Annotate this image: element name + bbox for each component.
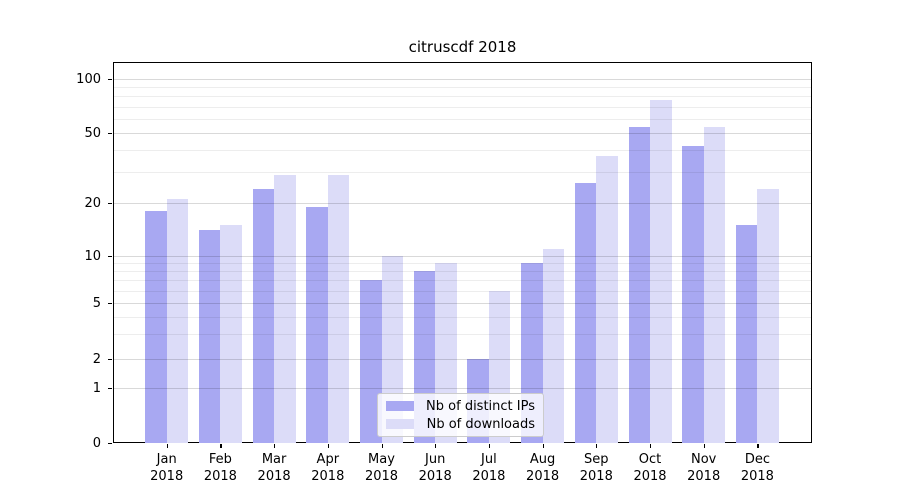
x-tick-mark (596, 444, 598, 448)
legend-item-distinct-ips: Nb of distinct IPs (386, 399, 535, 414)
gridline-major (114, 79, 811, 80)
legend-label-downloads: Nb of downloads (426, 416, 535, 432)
x-tick-year: 2018 (687, 469, 721, 484)
bar-distinct-ips-sep (574, 182, 597, 443)
x-tick-year: 2018 (418, 469, 452, 484)
x-tick-mark (274, 444, 276, 448)
x-tick-label: Jan 2018 (139, 451, 195, 485)
x-tick-label: May 2018 (354, 451, 410, 485)
x-tick-month: Apr (316, 452, 340, 467)
gridline-minor (114, 87, 811, 89)
x-tick-year: 2018 (740, 469, 774, 484)
y-tick-label: 2 (92, 351, 101, 367)
x-tick-year: 2018 (203, 469, 237, 484)
bar-distinct-ips-feb (198, 230, 221, 443)
x-tick-month: May (368, 452, 395, 467)
bar-distinct-ips-oct (628, 127, 650, 443)
x-tick-label: Apr 2018 (300, 451, 356, 485)
x-tick-month: Jul (481, 452, 497, 467)
bar-downloads-nov (703, 127, 726, 443)
chart-title: citruscdf 2018 (408, 38, 517, 56)
y-tick-label: 1 (92, 380, 101, 396)
x-tick-month: Jan (156, 452, 177, 467)
x-tick-year: 2018 (526, 469, 560, 484)
bar-distinct-ips-mar (252, 189, 275, 443)
x-tick-month: Nov (691, 452, 717, 467)
y-tick-label: 0 (92, 435, 101, 451)
bar-distinct-ips-dec (735, 224, 758, 443)
y-tick-label: 5 (92, 295, 101, 311)
bar-downloads-mar (274, 174, 296, 443)
y-tick-label: 50 (84, 125, 101, 141)
x-tick-year: 2018 (364, 469, 399, 484)
x-tick-label: Jun 2018 (407, 451, 463, 485)
x-tick-month: Jun (425, 452, 446, 467)
y-tick-mark (108, 256, 112, 258)
x-tick-month: Feb (208, 452, 232, 467)
x-tick-month: Dec (744, 452, 770, 467)
y-tick-mark (108, 303, 112, 305)
y-tick-mark (108, 359, 112, 361)
legend-item-downloads: Nb of downloads (386, 417, 535, 432)
x-tick-mark (488, 444, 491, 448)
legend: Nb of distinct IPs Nb of downloads (377, 393, 544, 437)
x-tick-year: 2018 (311, 469, 345, 484)
x-tick-mark (327, 444, 329, 448)
x-tick-label: Feb 2018 (192, 451, 248, 485)
x-tick-label: Mar 2018 (246, 451, 302, 485)
x-tick-year: 2018 (257, 469, 291, 484)
plot-area (113, 62, 812, 443)
bar-downloads-jan (166, 199, 189, 443)
bar-downloads-dec (757, 189, 779, 443)
bar-downloads-oct (650, 100, 672, 443)
gridline-minor (114, 96, 811, 98)
bar-downloads-apr (327, 174, 350, 443)
legend-swatch-distinct-ips (386, 401, 414, 411)
x-tick-label: Nov 2018 (676, 451, 732, 485)
x-tick-month: Oct (638, 452, 662, 467)
bar-distinct-ips-nov (682, 146, 704, 443)
x-tick-mark (650, 444, 652, 448)
x-tick-label: Sep 2018 (568, 451, 624, 485)
x-tick-month: Mar (261, 452, 287, 467)
bar-downloads-feb (220, 224, 242, 443)
x-tick-mark (435, 444, 437, 448)
bar-distinct-ips-may (360, 280, 382, 443)
x-tick-year: 2018 (633, 469, 667, 484)
x-tick-mark (166, 444, 168, 448)
gridline-minor (114, 106, 811, 108)
y-tick-mark (108, 203, 112, 205)
y-tick-mark (108, 388, 112, 390)
gridline-minor (114, 118, 811, 120)
x-tick-mark (757, 444, 759, 448)
x-tick-mark (381, 444, 383, 448)
x-tick-label: Dec 2018 (729, 451, 785, 485)
x-tick-month: Aug (529, 452, 556, 467)
x-tick-year: 2018 (472, 469, 506, 484)
x-tick-year: 2018 (150, 469, 184, 484)
bar-distinct-ips-apr (306, 206, 328, 443)
x-tick-year: 2018 (579, 469, 613, 484)
bar-downloads-sep (596, 156, 618, 443)
x-tick-mark (703, 444, 705, 448)
y-tick-mark (108, 133, 112, 135)
x-tick-month: Sep (584, 452, 609, 467)
legend-swatch-downloads (386, 419, 414, 429)
y-tick-label: 100 (76, 71, 101, 87)
x-tick-mark (220, 444, 222, 448)
y-tick-label: 10 (84, 248, 101, 264)
bar-downloads-aug (542, 248, 565, 443)
y-tick-mark (108, 443, 112, 445)
bar-distinct-ips-jan (145, 211, 167, 443)
x-tick-label: Jul 2018 (461, 451, 517, 485)
x-tick-label: Oct 2018 (622, 451, 678, 485)
x-tick-label: Aug 2018 (515, 451, 571, 485)
y-tick-label: 20 (84, 195, 101, 211)
legend-label-distinct-ips: Nb of distinct IPs (426, 398, 535, 414)
x-tick-mark (542, 444, 544, 448)
y-tick-mark (108, 79, 112, 81)
